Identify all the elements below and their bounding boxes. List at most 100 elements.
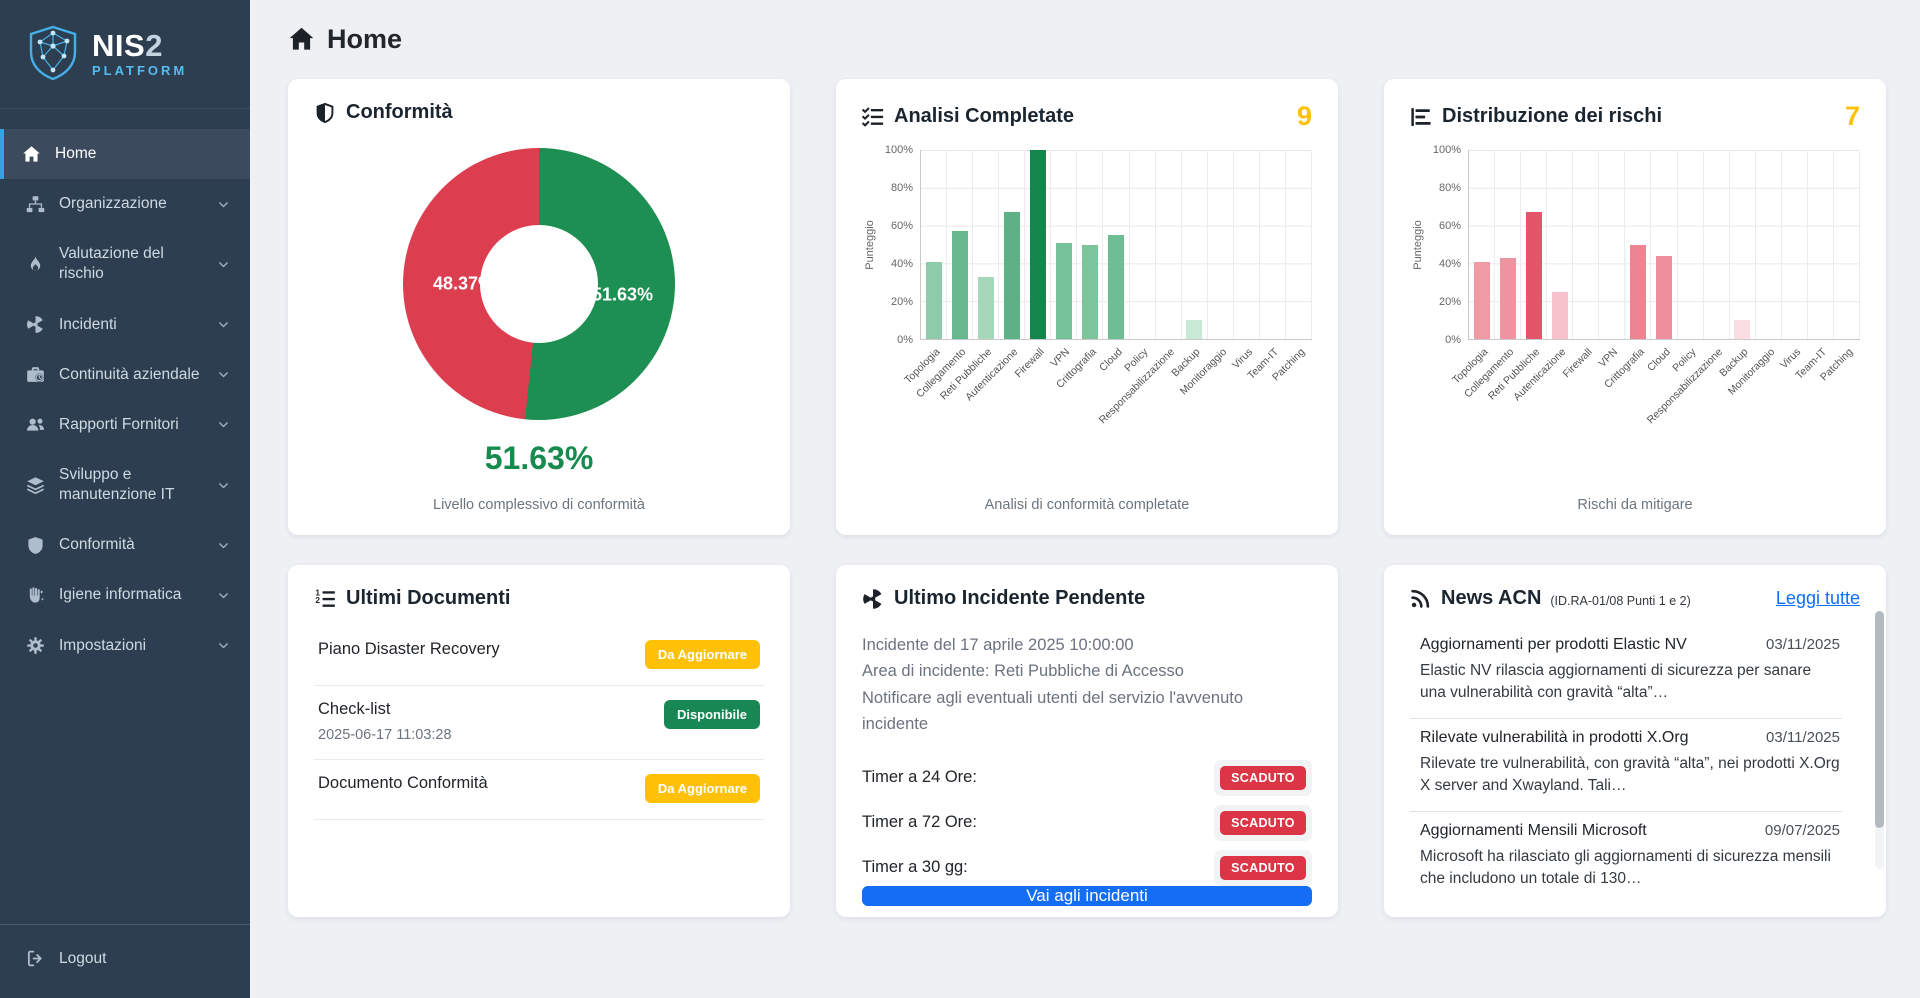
chevron-down-icon xyxy=(217,198,230,211)
timer-label: Timer a 24 Ore: xyxy=(862,768,977,787)
chevron-down-icon xyxy=(217,368,230,381)
bar-column: Responsabilizzazione xyxy=(1096,150,1182,426)
card-ultimo-incidente: Ultimo Incidente Pendente Incidente del … xyxy=(836,565,1338,917)
card-title: News ACN xyxy=(1441,587,1542,609)
sidebar-item-conformit-[interactable]: Conformità xyxy=(0,520,250,570)
timer-status-badge: SCADUTO xyxy=(1220,765,1306,790)
bar xyxy=(977,276,994,339)
sitemap-icon xyxy=(26,195,45,214)
incident-timers: Timer a 24 Ore: SCADUTO Timer a 72 Ore: SCA… xyxy=(862,759,1312,886)
document-name: Documento Conformità xyxy=(318,774,488,792)
card-caption: Analisi di conformità completate xyxy=(984,497,1190,513)
y-tick-label: 100% xyxy=(1432,144,1461,156)
news-item-body: Microsoft ha rilasciato gli aggiornament… xyxy=(1420,847,1831,884)
bar-column: Reti Pubbliche xyxy=(938,150,1000,402)
sidebar-item-rapporti-fornitori[interactable]: Rapporti Fornitori xyxy=(0,400,250,450)
y-axis: 0% 20% 40% 60% 80% 100% xyxy=(878,144,920,346)
news-item[interactable]: Aggiornamenti Mensili Microsoft 09/07/202… xyxy=(1410,812,1842,884)
document-row[interactable]: Check-list 2025-06-17 11:03:28 Disponibile xyxy=(314,686,764,760)
rss-icon xyxy=(1410,588,1432,610)
list-check-icon xyxy=(862,106,884,128)
bar-column: Virus xyxy=(1229,150,1260,371)
bar-column: VPN xyxy=(1597,150,1626,370)
document-name: Piano Disaster Recovery xyxy=(318,640,500,658)
logout-icon xyxy=(26,949,45,968)
incident-detail-line: Incidente del 17 aprile 2025 10:00:00 xyxy=(862,636,1134,654)
card-distribuzione-rischi: Distribuzione dei rischi 7 Punteggio 0% 2… xyxy=(1384,79,1886,535)
rischi-count-badge: 7 xyxy=(1844,101,1860,131)
news-scrollbar-thumb[interactable] xyxy=(1875,611,1884,828)
y-axis: 0% 20% 40% 60% 80% 100% xyxy=(1426,144,1468,346)
shield-icon xyxy=(26,536,45,555)
bar xyxy=(1003,212,1020,339)
y-tick-label: 20% xyxy=(1438,296,1461,308)
news-item-header: Aggiornamenti Mensili Microsoft 09/07/202… xyxy=(1420,822,1840,840)
document-name: Check-list xyxy=(318,700,391,718)
document-row[interactable]: Piano Disaster Recovery Da Aggiornare xyxy=(314,626,764,686)
home-icon xyxy=(288,26,315,53)
y-axis-title: Punteggio xyxy=(864,220,877,270)
sidebar-item-incidenti[interactable]: Incidenti xyxy=(0,300,250,350)
sidebar-item-label: Sviluppo e manutenzione IT xyxy=(59,465,175,504)
sidebar-item-label: Valutazione del rischio xyxy=(59,245,164,283)
bar-column: VPN xyxy=(1049,150,1078,370)
sidebar-item-label: Rapporti Fornitori xyxy=(59,415,179,433)
radiation-icon xyxy=(26,315,45,334)
bar xyxy=(1629,244,1646,339)
read-all-news-link[interactable]: Leggi tutte xyxy=(1775,588,1860,608)
conformity-value: 51.63% xyxy=(484,440,594,476)
sidebar-item-label: Impostazioni xyxy=(59,636,147,654)
sidebar-item-valutazione-del-rischio[interactable]: Valutazione del rischio xyxy=(0,229,250,299)
sidebar: NIS2 PLATFORM Home Organizzazione Valutazi… xyxy=(0,0,250,998)
bar-column: Autenticazione xyxy=(963,150,1026,403)
news-item-header: Aggiornamenti per prodotti Elastic NV 03/… xyxy=(1420,636,1840,654)
bar-column: Monitoraggio xyxy=(1177,150,1234,397)
timer-label: Timer a 72 Ore: xyxy=(862,813,977,832)
bar-column: Cloud xyxy=(1645,150,1678,374)
sidebar-item-home[interactable]: Home xyxy=(0,129,250,180)
logout-button[interactable]: Logout xyxy=(0,924,250,998)
bar xyxy=(1029,150,1046,339)
document-info: Piano Disaster Recovery xyxy=(318,640,500,659)
bar-column: Backup xyxy=(1717,150,1756,379)
bar-column: Patching xyxy=(1270,150,1312,383)
bar xyxy=(925,261,942,339)
news-item-body: Rilevate tre vulnerabilità, con gravità … xyxy=(1420,754,1840,795)
users-icon xyxy=(26,415,45,434)
sidebar-item-label: Incidenti xyxy=(59,315,117,333)
news-scrollbar[interactable] xyxy=(1875,611,1884,869)
conformity-donut-chart: 48.37% 51.63% xyxy=(403,148,675,420)
timer-row: Timer a 24 Ore: SCADUTO xyxy=(862,759,1312,796)
timer-status-pill: SCADUTO xyxy=(1214,759,1312,796)
bar-column: Monitoraggio xyxy=(1725,150,1782,397)
sidebar-item-sviluppo-e-manutenzione-it[interactable]: Sviluppo e manutenzione IT xyxy=(0,450,250,520)
bar-column: Backup xyxy=(1169,150,1208,379)
app-title: NIS2 xyxy=(92,27,163,63)
y-tick-label: 100% xyxy=(884,144,913,156)
y-tick-label: 60% xyxy=(890,220,913,232)
y-tick-label: 0% xyxy=(897,334,913,346)
timer-status-pill: SCADUTO xyxy=(1214,849,1312,886)
y-tick-label: 80% xyxy=(1438,182,1461,194)
news-subtitle: (ID.RA-01/08 Punti 1 e 2) xyxy=(1550,593,1691,608)
chevron-down-icon xyxy=(217,589,230,602)
document-row[interactable]: Documento Conformità Da Aggiornare xyxy=(314,760,764,820)
document-info: Check-list 2025-06-17 11:03:28 xyxy=(318,700,452,743)
hand-sparkles-icon xyxy=(26,586,45,605)
document-status-badge: Da Aggiornare xyxy=(644,640,760,669)
sidebar-item-continuit-aziendale[interactable]: Continuità aziendale xyxy=(0,350,250,400)
go-to-incidents-button[interactable]: Vai agli incidenti xyxy=(862,885,1312,906)
bar xyxy=(1655,255,1672,339)
sidebar-item-impostazioni[interactable]: Impostazioni xyxy=(0,621,250,671)
bar-column: Virus xyxy=(1777,150,1808,371)
sidebar-item-organizzazione[interactable]: Organizzazione xyxy=(0,179,250,229)
news-item[interactable]: Aggiornamenti per prodotti Elastic NV 03/… xyxy=(1410,626,1842,719)
news-item[interactable]: Rilevate vulnerabilità in prodotti X.Org… xyxy=(1410,719,1842,812)
bar-column: Responsabilizzazione xyxy=(1644,150,1730,426)
logout-label: Logout xyxy=(59,949,107,967)
chevron-down-icon xyxy=(217,318,230,331)
card-ultimi-documenti: Ultimi Documenti Piano Disaster Recovery… xyxy=(288,565,790,917)
sidebar-item-igiene-informatica[interactable]: Igiene informatica xyxy=(0,570,250,620)
y-tick-label: 20% xyxy=(890,296,913,308)
card-analisi-completate: Analisi Completate 9 Punteggio 0% 20% 40% 6… xyxy=(836,79,1338,535)
